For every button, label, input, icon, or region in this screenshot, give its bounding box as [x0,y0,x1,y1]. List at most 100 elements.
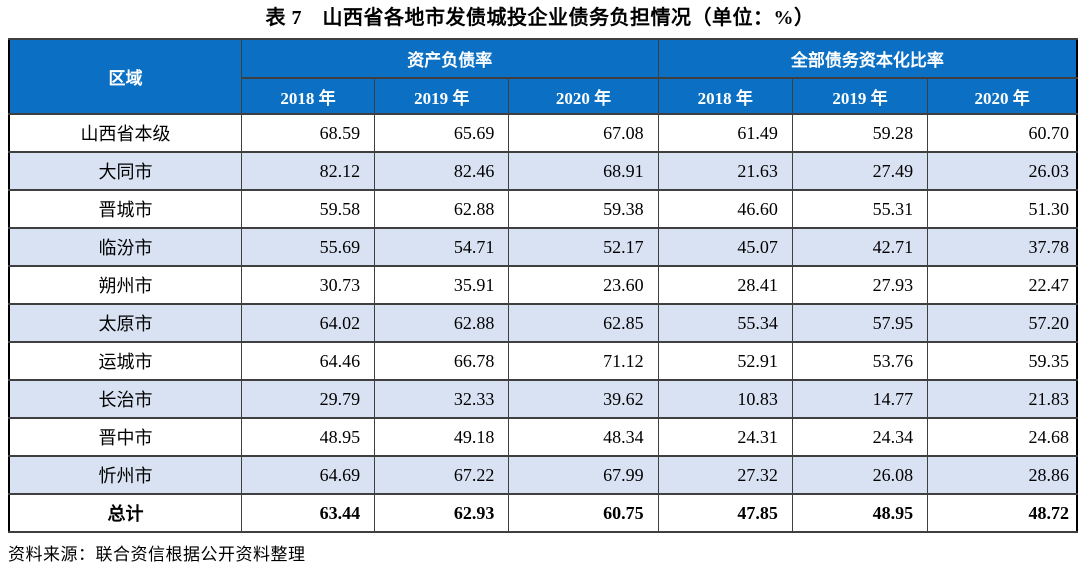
value-cell: 29.79 [240,379,376,419]
value-cell: 10.83 [657,379,793,419]
value-cell: 52.17 [508,227,659,267]
value-cell: 48.95 [240,417,376,457]
region-cell: 山西省本级 [8,113,242,153]
region-cell: 忻州市 [8,455,242,495]
value-cell: 28.41 [657,265,793,305]
value-cell: 67.22 [374,455,510,495]
value-cell: 21.63 [657,151,793,191]
value-cell: 26.03 [927,151,1078,191]
value-cell: 67.08 [508,113,659,153]
value-cell: 61.49 [657,113,793,153]
region-cell: 临汾市 [8,227,242,267]
value-cell: 51.30 [927,189,1078,229]
table-row: 忻州市 64.69 67.22 67.99 27.32 26.08 28.86 [8,455,1078,495]
value-cell: 47.85 [657,493,793,533]
value-cell: 46.60 [657,189,793,229]
value-cell: 14.77 [791,379,929,419]
value-cell: 52.91 [657,341,793,381]
value-cell: 60.75 [508,493,659,533]
total-label-cell: 总计 [8,493,242,533]
value-cell: 57.95 [791,303,929,343]
value-cell: 23.60 [508,265,659,305]
value-cell: 27.49 [791,151,929,191]
value-cell: 64.69 [240,455,376,495]
value-cell: 21.83 [927,379,1078,419]
value-cell: 67.99 [508,455,659,495]
value-cell: 27.32 [657,455,793,495]
value-cell: 35.91 [374,265,510,305]
col-header-year-2020-b: 2020 年 [927,77,1078,115]
value-cell: 71.12 [508,341,659,381]
region-cell: 长治市 [8,379,242,419]
value-cell: 48.34 [508,417,659,457]
table-row: 晋城市 59.58 62.88 59.38 46.60 55.31 51.30 [8,189,1078,229]
table-row: 大同市 82.12 82.46 68.91 21.63 27.49 26.03 [8,151,1078,191]
value-cell: 82.12 [240,151,376,191]
value-cell: 64.02 [240,303,376,343]
value-cell: 64.46 [240,341,376,381]
region-cell: 大同市 [8,151,242,191]
value-cell: 68.91 [508,151,659,191]
value-cell: 49.18 [374,417,510,457]
value-cell: 28.86 [927,455,1078,495]
value-cell: 66.78 [374,341,510,381]
table-header: 区域 资产负债率 全部债务资本化比率 2018 年 2019 年 2020 年 … [8,38,1078,115]
table-body: 山西省本级 68.59 65.69 67.08 61.49 59.28 60.70 大同市 82… [8,113,1078,533]
value-cell: 55.34 [657,303,793,343]
table-row: 晋中市 48.95 49.18 48.34 24.31 24.34 24.68 [8,417,1078,457]
value-cell: 24.31 [657,417,793,457]
value-cell: 62.88 [374,189,510,229]
table-row: 太原市 64.02 62.88 62.85 55.34 57.95 57.20 [8,303,1078,343]
value-cell: 37.78 [927,227,1078,267]
region-cell: 晋城市 [8,189,242,229]
region-cell: 晋中市 [8,417,242,457]
value-cell: 68.59 [240,113,376,153]
value-cell: 24.68 [927,417,1078,457]
col-header-region: 区域 [8,38,242,115]
value-cell: 57.20 [927,303,1078,343]
value-cell: 42.71 [791,227,929,267]
region-cell: 太原市 [8,303,242,343]
value-cell: 65.69 [374,113,510,153]
value-cell: 59.38 [508,189,659,229]
value-cell: 54.71 [374,227,510,267]
value-cell: 55.69 [240,227,376,267]
region-cell: 朔州市 [8,265,242,305]
value-cell: 82.46 [374,151,510,191]
table-row: 山西省本级 68.59 65.69 67.08 61.49 59.28 60.70 [8,113,1078,153]
region-cell: 运城市 [8,341,242,381]
col-header-year-2019-a: 2019 年 [374,77,510,115]
value-cell: 59.35 [927,341,1078,381]
value-cell: 55.31 [791,189,929,229]
col-group-total-debt-capitalization-ratio: 全部债务资本化比率 [657,38,1078,79]
value-cell: 53.76 [791,341,929,381]
value-cell: 62.88 [374,303,510,343]
total-row: 总计 63.44 62.93 60.75 47.85 48.95 48.72 [8,493,1078,533]
value-cell: 26.08 [791,455,929,495]
col-header-year-2019-b: 2019 年 [791,77,929,115]
value-cell: 32.33 [374,379,510,419]
col-group-asset-liability-ratio: 资产负债率 [240,38,659,79]
table-row: 长治市 29.79 32.33 39.62 10.83 14.77 21.83 [8,379,1078,419]
value-cell: 27.93 [791,265,929,305]
value-cell: 63.44 [240,493,376,533]
value-cell: 48.95 [791,493,929,533]
value-cell: 59.58 [240,189,376,229]
value-cell: 24.34 [791,417,929,457]
header-group-row: 区域 资产负债率 全部债务资本化比率 [8,38,1078,115]
table-row: 临汾市 55.69 54.71 52.17 45.07 42.71 37.78 [8,227,1078,267]
value-cell: 48.72 [927,493,1078,533]
value-cell: 39.62 [508,379,659,419]
col-header-year-2018-a: 2018 年 [240,77,376,115]
value-cell: 22.47 [927,265,1078,305]
header-year-row: 2018 年 2019 年 2020 年 2018 年 2019 年 2020 … [9,77,1078,115]
data-source-note: 资料来源：联合资信根据公开资料整理 [8,545,306,564]
value-cell: 59.28 [791,113,929,153]
col-header-year-2018-b: 2018 年 [657,77,793,115]
table-row: 运城市 64.46 66.78 71.12 52.91 53.76 59.35 [8,341,1078,381]
value-cell: 62.85 [508,303,659,343]
col-header-year-2020-a: 2020 年 [508,77,659,115]
value-cell: 60.70 [927,113,1078,153]
value-cell: 62.93 [374,493,510,533]
